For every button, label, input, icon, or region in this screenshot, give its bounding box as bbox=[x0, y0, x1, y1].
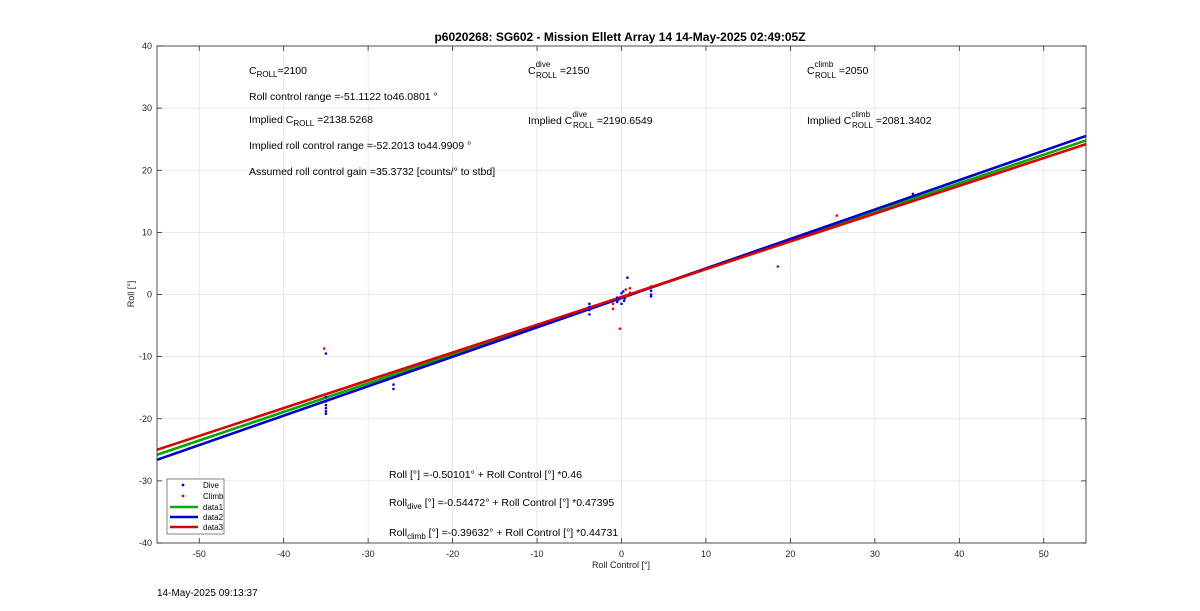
x-tick-label: -10 bbox=[531, 549, 544, 559]
point-dive bbox=[649, 293, 653, 296]
legend-label-data2: data2 bbox=[203, 513, 224, 522]
point-climb bbox=[618, 327, 622, 330]
x-axis-label: Roll Control [°] bbox=[592, 560, 650, 570]
point-dive bbox=[615, 300, 619, 304]
point-dive bbox=[615, 296, 619, 299]
annotation-c-roll-dive: Cdive ROLL =2150 bbox=[528, 60, 589, 80]
y-tick-label: 20 bbox=[142, 165, 152, 175]
equation-all: Roll [°] =-0.50101° + Roll Control [°] *… bbox=[389, 469, 582, 481]
point-dive bbox=[649, 295, 653, 298]
point-dive bbox=[392, 383, 395, 386]
x-tick-label: -50 bbox=[193, 549, 206, 559]
point-climb bbox=[624, 288, 628, 291]
footer-timestamp: 14-May-2025 09:13:37 bbox=[157, 588, 258, 599]
legend-marker-climb bbox=[181, 494, 185, 498]
point-dive bbox=[324, 409, 328, 413]
x-tick-label: -20 bbox=[446, 549, 459, 559]
annotation-c-roll: CROLL=2100 bbox=[249, 65, 307, 79]
annotation-implied-c-roll: Implied CROLL =2138.5268 bbox=[249, 114, 373, 128]
annotation-gain: Assumed roll control gain =35.3732 [coun… bbox=[249, 166, 495, 178]
point-climb bbox=[649, 285, 653, 288]
x-tick-label: 20 bbox=[785, 549, 795, 559]
annotation-implied-range: Implied roll control range =-52.2013 to4… bbox=[249, 140, 471, 152]
equation-dive: Rolldive [°] =-0.54472° + Roll Control [… bbox=[389, 497, 614, 511]
plot-frame bbox=[156, 45, 1087, 544]
y-tick-label: -30 bbox=[139, 476, 152, 486]
point-dive bbox=[621, 290, 625, 293]
y-tick-labels: -40 -30 -20 -10 0 10 20 30 40 bbox=[139, 41, 152, 548]
equation-climb: Rollclimb [°] =-0.39632° + Roll Control … bbox=[389, 527, 618, 541]
x-tick-label: 40 bbox=[954, 549, 964, 559]
y-tick-label: 30 bbox=[142, 103, 152, 113]
legend-marker-dive bbox=[181, 483, 185, 487]
y-tick-label: 0 bbox=[147, 290, 152, 300]
x-tick-label: 30 bbox=[870, 549, 880, 559]
point-climb bbox=[628, 286, 632, 290]
point-dive bbox=[622, 299, 626, 303]
annotation-implied-c-roll-climb: Implied Cclimb ROLL =2081.3402 bbox=[807, 110, 932, 130]
data-points bbox=[322, 192, 915, 416]
point-climb bbox=[776, 265, 780, 268]
annotation-roll-range: Roll control range =-51.1122 to46.0801 ° bbox=[249, 91, 438, 103]
chart-title: p6020268: SG602 - Mission Ellett Array 1… bbox=[434, 30, 805, 44]
point-dive bbox=[617, 298, 621, 301]
point-dive bbox=[588, 302, 591, 306]
fit-lines bbox=[156, 134, 1087, 462]
x-tick-label: -40 bbox=[277, 549, 290, 559]
y-tick-label: -40 bbox=[139, 538, 152, 548]
y-tick-label: 40 bbox=[142, 41, 152, 51]
point-dive bbox=[324, 395, 328, 399]
point-dive bbox=[626, 276, 629, 280]
point-climb bbox=[624, 295, 628, 298]
point-dive bbox=[324, 352, 328, 355]
y-axis-label: Roll [°] bbox=[126, 281, 136, 308]
point-climb bbox=[628, 291, 632, 294]
point-dive bbox=[911, 192, 915, 196]
point-dive bbox=[649, 289, 653, 293]
point-climb bbox=[322, 347, 326, 350]
point-dive bbox=[324, 403, 328, 407]
point-dive bbox=[588, 313, 591, 316]
point-dive bbox=[324, 412, 328, 416]
point-dive bbox=[620, 302, 623, 306]
annotation-implied-c-roll-dive: Implied Cdive ROLL =2190.6549 bbox=[528, 110, 653, 130]
x-tick-label: 0 bbox=[619, 549, 624, 559]
x-tick-label: 10 bbox=[701, 549, 711, 559]
point-climb bbox=[611, 307, 615, 311]
legend: Dive Climb data1 data2 data3 bbox=[166, 478, 225, 535]
y-tick-label: 10 bbox=[142, 227, 152, 237]
point-climb bbox=[611, 302, 615, 306]
legend-label-data1: data1 bbox=[203, 503, 224, 512]
point-climb bbox=[626, 294, 630, 298]
point-dive bbox=[588, 305, 591, 309]
x-tick-labels: -50 -40 -30 -20 -10 0 10 20 30 40 50 bbox=[193, 549, 1049, 559]
legend-label-dive: Dive bbox=[203, 481, 220, 490]
point-dive bbox=[324, 400, 328, 403]
x-tick-label: 50 bbox=[1039, 549, 1049, 559]
y-tick-label: -10 bbox=[139, 352, 152, 362]
point-dive bbox=[620, 291, 623, 295]
y-tick-label: -20 bbox=[139, 414, 152, 424]
point-dive bbox=[324, 406, 328, 410]
x-tick-label: -30 bbox=[362, 549, 375, 559]
annotation-c-roll-climb: Cclimb ROLL =2050 bbox=[807, 60, 868, 80]
fit-line-data3 bbox=[156, 142, 1087, 452]
legend-label-climb: Climb bbox=[203, 492, 224, 501]
point-dive bbox=[392, 387, 395, 391]
legend-label-data3: data3 bbox=[203, 523, 224, 532]
point-climb bbox=[835, 214, 839, 217]
point-dive bbox=[588, 308, 591, 312]
